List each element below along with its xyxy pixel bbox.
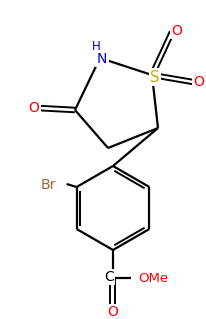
Text: O: O: [28, 101, 39, 115]
Text: O: O: [171, 24, 181, 38]
Text: O: O: [193, 75, 204, 89]
Text: OMe: OMe: [137, 271, 167, 285]
Text: N: N: [96, 52, 107, 66]
Text: H: H: [91, 40, 100, 53]
Text: Br: Br: [41, 178, 56, 192]
Text: S: S: [150, 70, 159, 85]
Text: O: O: [107, 305, 118, 319]
Text: C: C: [104, 270, 113, 284]
